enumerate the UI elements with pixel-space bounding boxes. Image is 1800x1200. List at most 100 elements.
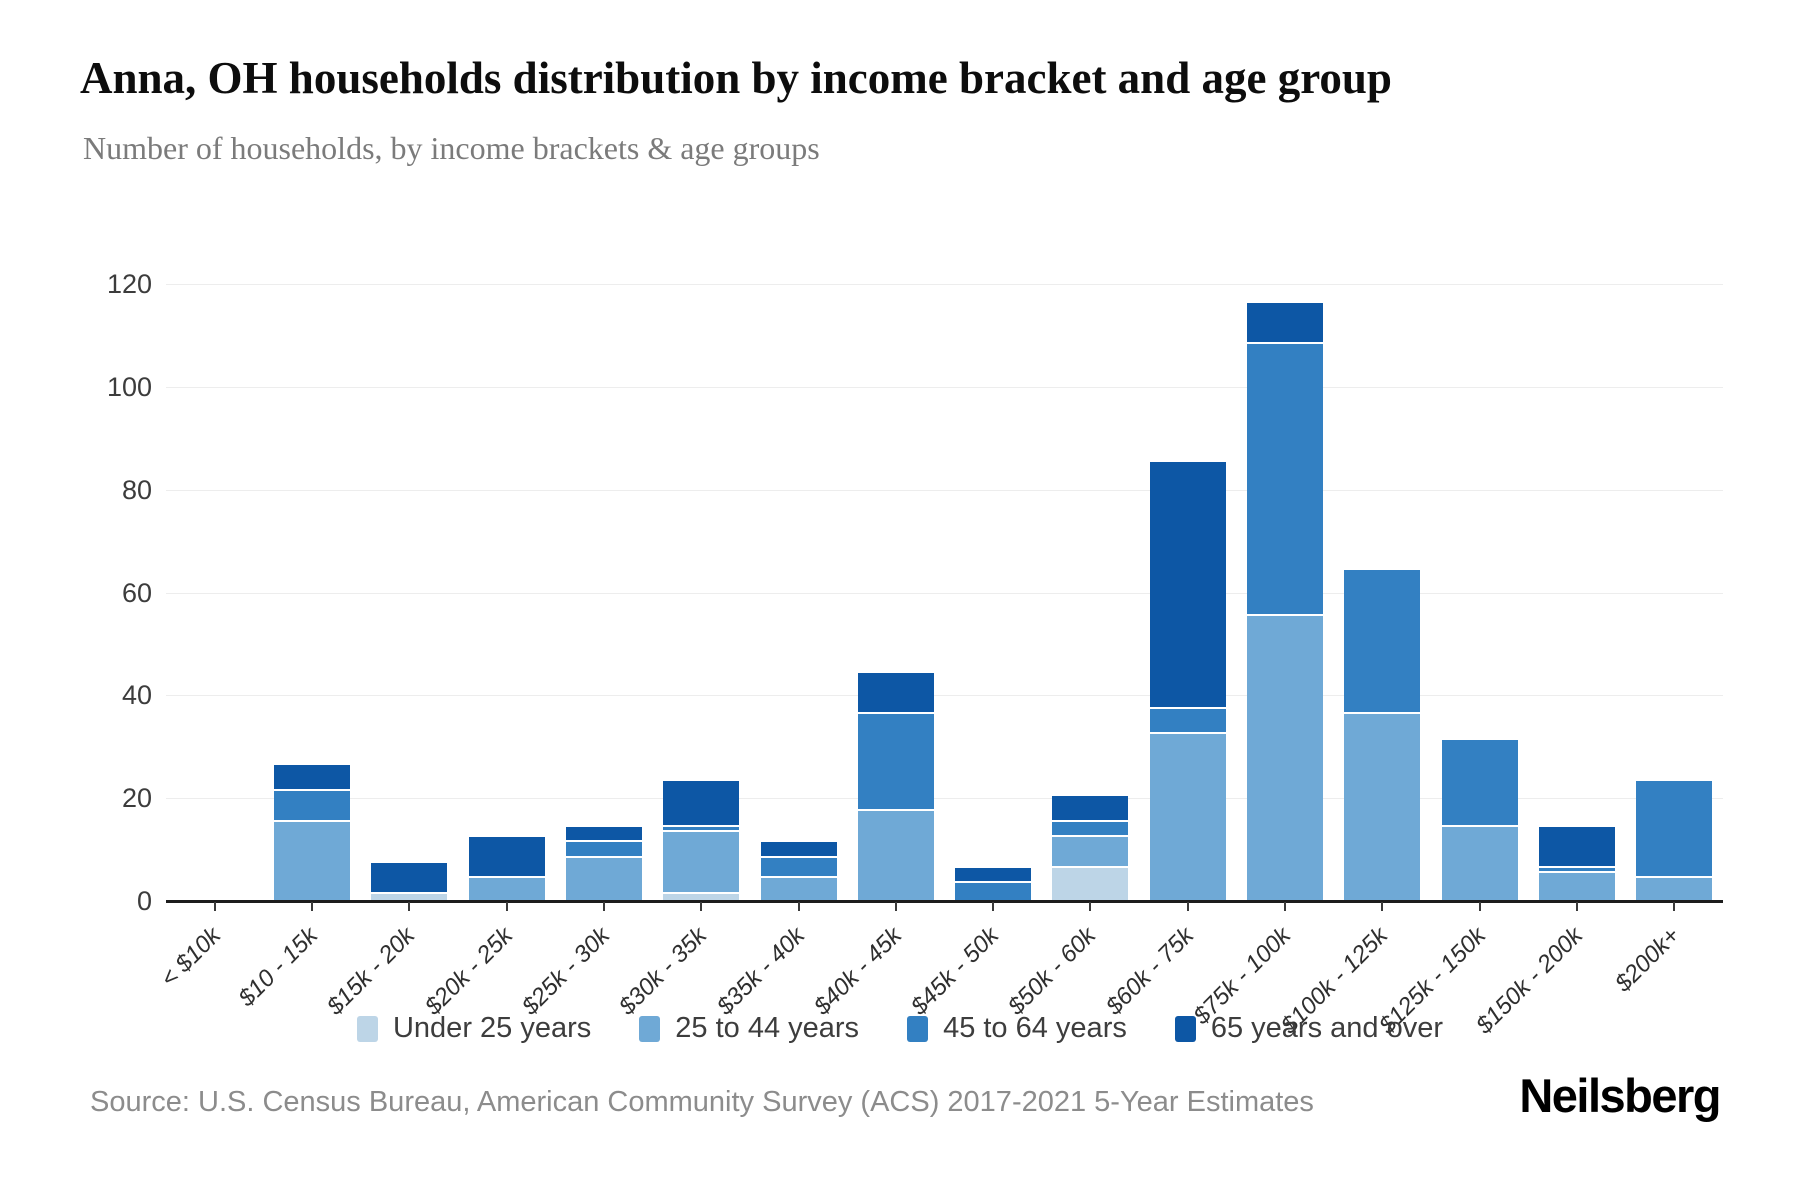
chart-title: Anna, OH households distribution by inco… [80, 53, 1392, 103]
bar-slot-$35k - 40k [750, 260, 847, 902]
gridline-y-80 [166, 489, 1723, 491]
bar-stack-$20k - 25k [468, 835, 545, 902]
x-tick [1673, 902, 1676, 911]
bar-segment [1441, 737, 1518, 825]
bar-stack-$200k+ [1636, 778, 1713, 902]
bar-segment [1052, 794, 1129, 820]
legend-label: 25 to 44 years [675, 1012, 860, 1044]
bar-slot-$150k - 200k [1528, 260, 1625, 902]
bar-segment [273, 788, 350, 820]
bar-segment [1636, 778, 1713, 877]
bar-segment [1247, 341, 1324, 615]
bar-stack-$45k - 50k [955, 866, 1032, 902]
legend-swatch-icon [907, 1015, 929, 1042]
legend-swatch-icon [639, 1015, 661, 1042]
bar-stack-$30k - 35k [663, 778, 740, 902]
bar-segment [468, 835, 545, 877]
bar-segment [1149, 459, 1226, 707]
legend-swatch-icon [356, 1015, 378, 1042]
x-tick [797, 902, 800, 911]
x-tick [310, 902, 313, 911]
x-tick [1478, 902, 1481, 911]
x-tick [1576, 902, 1579, 911]
bar-slot-$20k - 25k [458, 260, 555, 902]
y-tick-label-0: 0 [136, 886, 152, 916]
x-tick [1186, 902, 1189, 911]
bar-segment [1636, 876, 1713, 902]
bar-segment [371, 860, 448, 892]
y-tick-label-100: 100 [106, 372, 152, 402]
bar-slot-$30k - 35k [653, 260, 750, 902]
bar-segment [663, 824, 740, 831]
bar-segment [565, 840, 642, 856]
gridline-y-60 [166, 592, 1723, 594]
x-tick [602, 902, 605, 911]
bar-slot-$45k - 50k [945, 260, 1042, 902]
bar-slot-$200k+ [1626, 260, 1723, 902]
legend-label: Under 25 years [392, 1012, 592, 1044]
bar-stack-$150k - 200k [1539, 824, 1616, 902]
bar-slot-$60k - 75k [1139, 260, 1236, 902]
bar-segment [1344, 711, 1421, 902]
bar-segment [1247, 614, 1324, 902]
bar-stack-$10 - 15k [273, 763, 350, 902]
bar-segment [1441, 824, 1518, 902]
legend-item-65 years and over: 65 years and over [1174, 1012, 1444, 1045]
bar-segment [857, 809, 934, 902]
bar-segment [1149, 732, 1226, 902]
bar-slot-< $10k [166, 260, 263, 902]
gridline-y-100 [166, 387, 1723, 388]
bar-slot-$50k - 60k [1042, 260, 1139, 902]
legend-label: 65 years and over [1210, 1012, 1444, 1044]
bar-segment [1344, 567, 1421, 712]
x-tick [992, 902, 995, 911]
bar-segment [565, 824, 642, 841]
y-tick-label-80: 80 [121, 474, 152, 505]
bar-stack-$40k - 45k [857, 670, 934, 902]
bar-slot-$100k - 125k [1334, 260, 1431, 902]
bar-segment [955, 866, 1032, 882]
x-tick [213, 902, 216, 911]
bar-stack-$50k - 60k [1052, 794, 1129, 902]
bar-stack-$60k - 75k [1149, 459, 1226, 902]
x-tick [408, 902, 411, 911]
x-tick [505, 902, 508, 911]
legend-swatch-icon [1174, 1015, 1196, 1042]
x-tick [1089, 902, 1092, 911]
bar-segment [371, 891, 448, 902]
bar-slot-$15k - 20k [361, 260, 458, 902]
y-tick-label-120: 120 [106, 269, 152, 300]
x-tick [894, 902, 897, 911]
bar-segment [663, 778, 740, 825]
bar-stack-$125k - 150k [1441, 737, 1518, 902]
bar-segment [1539, 866, 1616, 872]
gridline-y-120 [166, 284, 1723, 286]
bar-segment [1247, 300, 1324, 342]
bar-segment [1052, 819, 1129, 836]
bar-segment [760, 840, 837, 856]
bar-segment [1052, 866, 1129, 902]
legend-item-45 to 64 years: 45 to 64 years [907, 1012, 1127, 1045]
y-tick-label-20: 20 [121, 783, 152, 814]
x-tick [1284, 902, 1287, 911]
bar-stack-$15k - 20k [371, 860, 448, 902]
legend: Under 25 years 25 to 44 years 45 to 64 yea… [0, 1012, 1800, 1045]
legend-item-25 to 44 years: 25 to 44 years [639, 1012, 859, 1045]
y-tick-label-40: 40 [121, 680, 152, 711]
bar-segment [663, 891, 740, 902]
bar-segment [955, 881, 1032, 902]
bar-segment [468, 876, 545, 902]
chart-subtitle: Number of households, by income brackets… [83, 130, 820, 166]
bar-segment [857, 711, 934, 810]
bar-segment [273, 819, 350, 902]
bar-stack-$100k - 125k [1344, 567, 1421, 902]
bar-slot-$75k - 100k [1236, 260, 1333, 902]
bar-segment [565, 855, 642, 902]
bar-stack-$35k - 40k [760, 840, 837, 902]
y-tick-label-60: 60 [121, 577, 152, 608]
bar-segment [1539, 871, 1616, 902]
gridline-y-20 [166, 798, 1723, 800]
bar-segment [760, 876, 837, 902]
neilsberg-logo: Neilsberg [1519, 1069, 1721, 1122]
